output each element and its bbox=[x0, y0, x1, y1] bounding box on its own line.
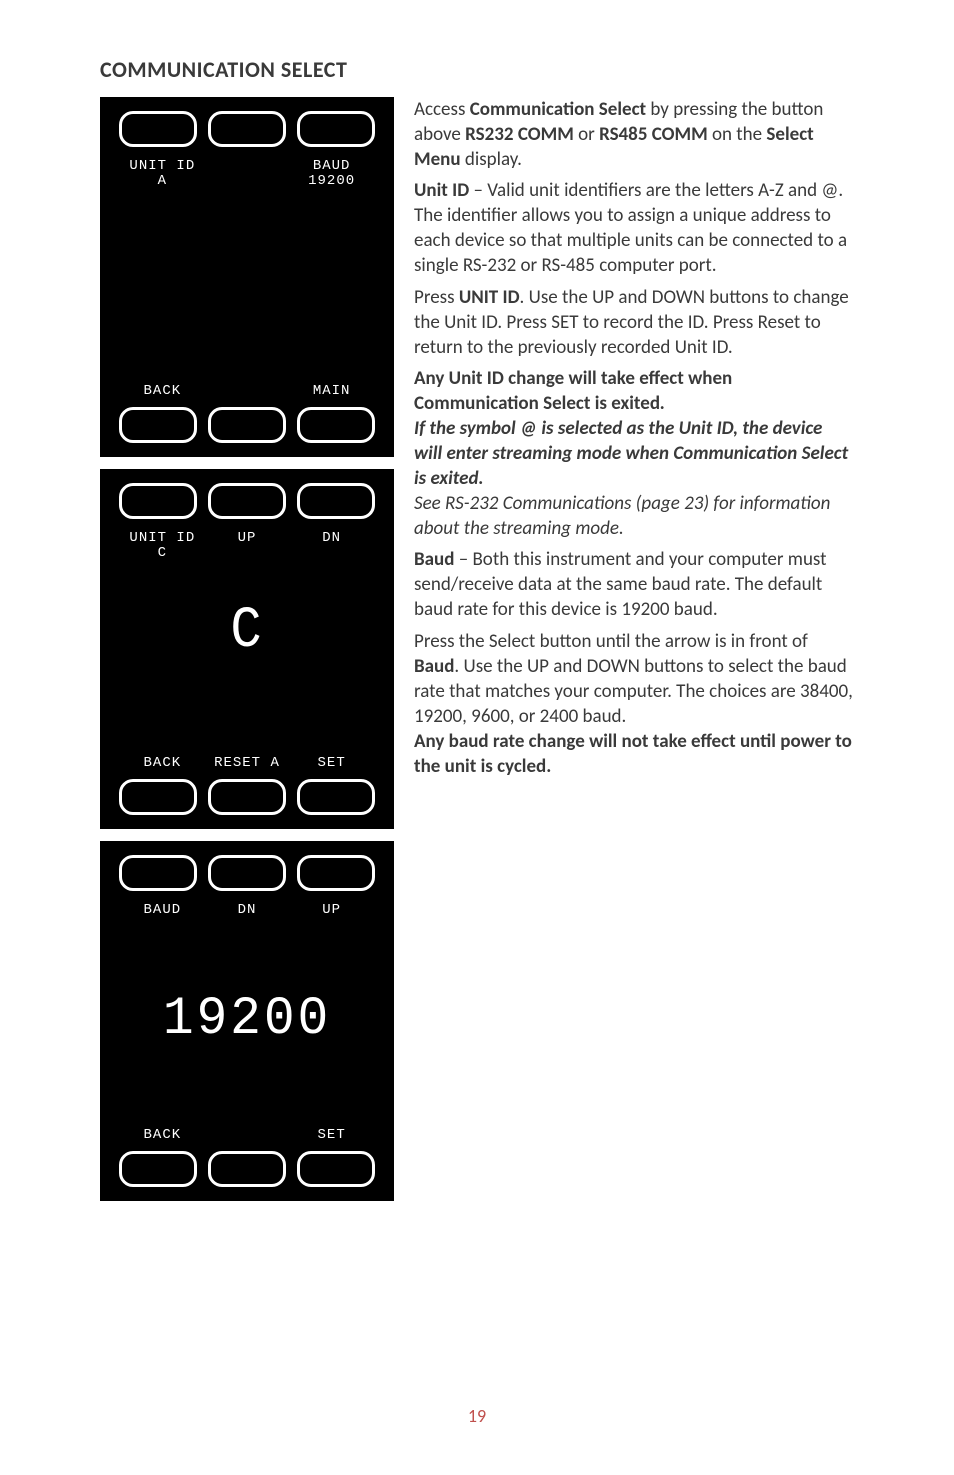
label-baud: BAUD bbox=[120, 903, 205, 918]
soft-button[interactable] bbox=[119, 855, 197, 891]
paragraph: Press the Select button until the arrow … bbox=[414, 629, 854, 779]
soft-button[interactable] bbox=[297, 483, 375, 519]
soft-button[interactable] bbox=[119, 407, 197, 443]
top-button-row bbox=[100, 483, 394, 519]
device-column: UNIT ID A BAUD 19200 BACK MAIN bbox=[100, 97, 394, 1201]
label-set: SET bbox=[289, 1128, 374, 1143]
top-label-row: BAUD DN UP bbox=[100, 903, 394, 918]
section-title: COMMUNICATION SELECT bbox=[100, 56, 854, 83]
label-baud: BAUD 19200 bbox=[289, 159, 374, 190]
soft-button[interactable] bbox=[297, 779, 375, 815]
bottom-button-row bbox=[100, 407, 394, 443]
bottom-label-row: BACK MAIN bbox=[100, 384, 394, 399]
paragraph: Unit ID – Valid unit identifiers are the… bbox=[414, 178, 854, 278]
soft-button[interactable] bbox=[208, 779, 286, 815]
label-main: MAIN bbox=[289, 384, 374, 399]
top-label-row: UNIT ID A BAUD 19200 bbox=[100, 159, 394, 190]
soft-button[interactable] bbox=[297, 1151, 375, 1187]
screen-center-value: 19200 bbox=[100, 971, 394, 1050]
soft-button[interactable] bbox=[297, 111, 375, 147]
device-screen-3: BAUD DN UP 19200 BACK SET bbox=[100, 841, 394, 1201]
paragraph: Access Communication Select by pressing … bbox=[414, 97, 854, 172]
device-screen-1: UNIT ID A BAUD 19200 BACK MAIN bbox=[100, 97, 394, 457]
label-up: UP bbox=[289, 903, 374, 918]
label-unit-id: UNIT ID C bbox=[120, 531, 205, 562]
unit-id-value: C bbox=[115, 599, 380, 664]
label-up: UP bbox=[205, 531, 290, 562]
paragraph: Press UNIT ID. Use the UP and DOWN butto… bbox=[414, 285, 854, 360]
top-button-row bbox=[100, 855, 394, 891]
device-screen-2: UNIT ID C UP DN C BACK RESET A SET bbox=[100, 469, 394, 829]
content-row: UNIT ID A BAUD 19200 BACK MAIN bbox=[100, 97, 854, 1201]
top-label-row: UNIT ID C UP DN bbox=[100, 531, 394, 562]
label-set: SET bbox=[289, 756, 374, 771]
label-unit-id: UNIT ID A bbox=[120, 159, 205, 190]
soft-button[interactable] bbox=[208, 483, 286, 519]
label-back: BACK bbox=[120, 384, 205, 399]
screen-center-value: C bbox=[100, 599, 394, 664]
soft-button[interactable] bbox=[208, 855, 286, 891]
page-number: 19 bbox=[0, 1405, 954, 1427]
baud-value: 19200 bbox=[107, 989, 386, 1050]
soft-button[interactable] bbox=[119, 779, 197, 815]
soft-button[interactable] bbox=[297, 407, 375, 443]
label-back: BACK bbox=[120, 756, 205, 771]
soft-button[interactable] bbox=[297, 855, 375, 891]
body-text: Access Communication Select by pressing … bbox=[414, 97, 854, 785]
label-reset: RESET A bbox=[205, 756, 290, 771]
soft-button[interactable] bbox=[119, 483, 197, 519]
label-empty bbox=[205, 1128, 290, 1143]
label-empty bbox=[205, 384, 290, 399]
bottom-button-row bbox=[100, 1151, 394, 1187]
bottom-button-row bbox=[100, 779, 394, 815]
label-empty bbox=[205, 159, 290, 190]
soft-button[interactable] bbox=[208, 1151, 286, 1187]
soft-button[interactable] bbox=[119, 1151, 197, 1187]
soft-button[interactable] bbox=[119, 111, 197, 147]
paragraph: Baud – Both this instrument and your com… bbox=[414, 547, 854, 622]
bottom-label-row: BACK SET bbox=[100, 1128, 394, 1143]
soft-button[interactable] bbox=[208, 111, 286, 147]
bottom-label-row: BACK RESET A SET bbox=[100, 756, 394, 771]
paragraph: Any Unit ID change will take effect when… bbox=[414, 366, 854, 542]
label-dn: DN bbox=[205, 903, 290, 918]
soft-button[interactable] bbox=[208, 407, 286, 443]
top-button-row bbox=[100, 111, 394, 147]
label-dn: DN bbox=[289, 531, 374, 562]
label-back: BACK bbox=[120, 1128, 205, 1143]
